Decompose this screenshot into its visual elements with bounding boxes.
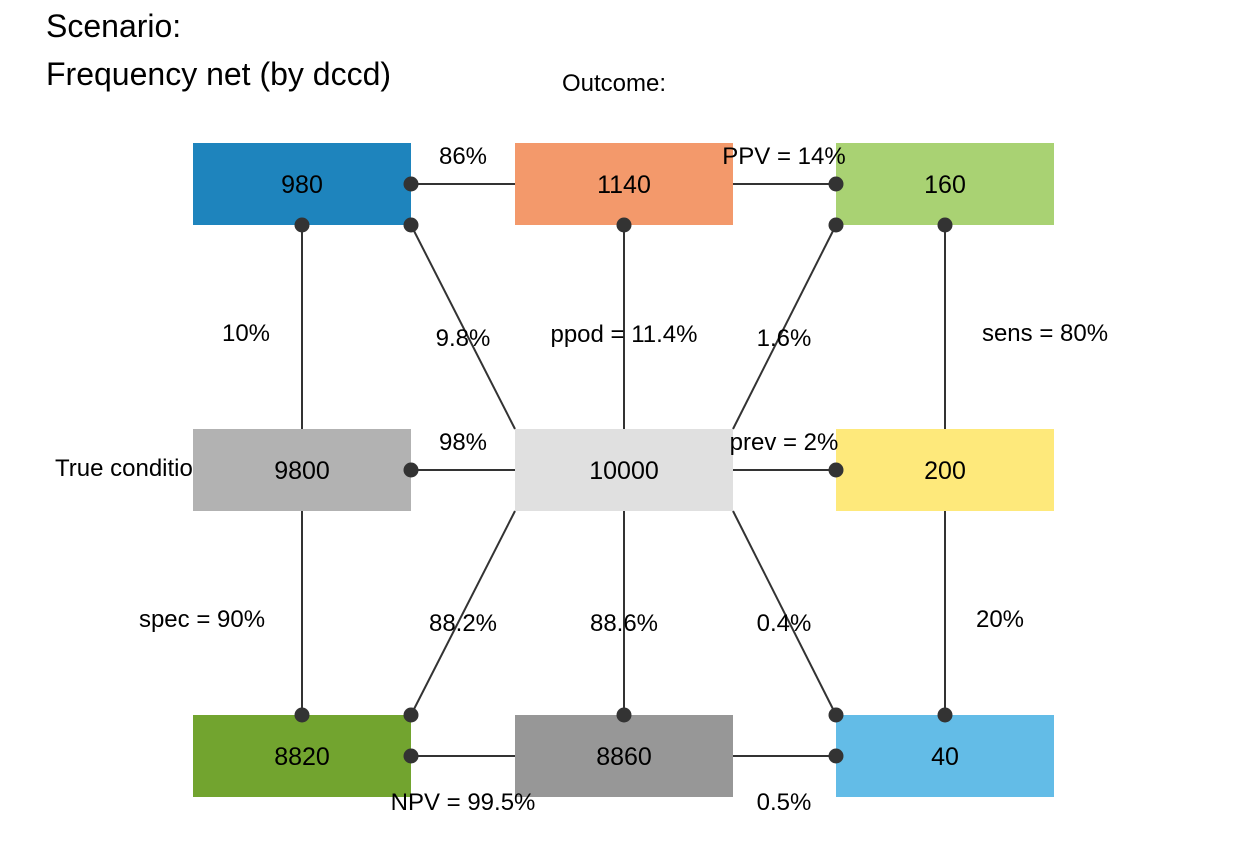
edge-label-mid-right: prev = 2% [730,429,839,456]
edge-N-tn-diag-dot [403,707,419,723]
edge-N-fn-diag-dot [828,707,844,723]
edge-label-right-upper: sens = 80% [982,320,1108,347]
node-cond_false: 9800 [193,429,411,511]
net-dots [294,176,953,764]
edge-N-tp-diag [732,224,837,430]
edge-dec-neg-fn-dot [828,748,844,764]
node-value: 8860 [596,743,652,771]
node-value: 9800 [274,457,330,485]
node-value: 200 [924,457,966,485]
node-box [515,143,733,225]
node-value: 8820 [274,743,330,771]
edge-label-diag-upper-left: 9.8% [436,325,491,352]
node-value: 980 [281,171,323,199]
edge-label-mid-left: 98% [439,429,487,456]
node-value: 40 [931,743,959,771]
edge-N-tp-diag-dot [828,217,844,233]
edge-label-top-right: PPV = 14% [722,143,845,170]
node-tn: 8820 [193,715,411,797]
net-boxes: 980 1140 160 9800 10000 200 8820 8860 40 [193,143,1054,797]
node-fn: 40 [836,715,1054,797]
edge-N-cond-true-dot [828,462,844,478]
edge-label-bottom-left: NPV = 99.5% [391,789,536,816]
edge-label-center-upper: ppod = 11.4% [550,321,697,348]
edge-N-tn-diag [410,510,516,716]
node-box [193,715,411,797]
edge-N-hi-diag-dot [403,217,419,233]
outcome-label: Outcome: [562,70,667,97]
edge-N-dec-pos-dot [616,217,632,233]
edge-N-fn-diag [732,510,837,716]
edge-label-diag-upper-right: 1.6% [757,325,812,352]
diagram-subtitle: Frequency net (by dccd) [46,56,392,92]
node-hi: 980 [193,143,411,225]
edge-cond-false-tn-dot [294,707,310,723]
edge-dec-pos-tp-dot [828,176,844,192]
node-box [193,429,411,511]
net-edge-labels: 86% PPV = 14% 10% 9.8% ppod = 11.4% 1.6% sens … [139,143,1108,816]
node-box [836,715,1054,797]
node-box [515,429,733,511]
node-box [836,143,1054,225]
node-cond_true: 200 [836,429,1054,511]
edge-N-hi-diag [410,224,516,430]
node-value: 160 [924,171,966,199]
node-value: 1140 [597,171,651,199]
node-value: 10000 [589,457,659,485]
diagram-title: Scenario: [46,8,182,44]
node-N: 10000 [515,429,733,511]
node-box [836,429,1054,511]
node-tp: 160 [836,143,1054,225]
node-box [515,715,733,797]
node-dec_neg: 8860 [515,715,733,797]
edge-dec-neg-tn-dot [403,748,419,764]
edge-label-diag-lower-right: 0.4% [757,610,812,637]
net-edges [301,183,946,757]
edge-cond-false-hi-dot [294,217,310,233]
edge-label-center-lower: 88.6% [590,610,658,637]
node-box [193,143,411,225]
edge-label-diag-lower-left: 88.2% [429,610,497,637]
edge-label-left-lower: spec = 90% [139,606,265,633]
edge-label-top-left: 86% [439,143,487,170]
edge-label-left-upper: 10% [222,320,270,347]
node-dec_pos: 1140 [515,143,733,225]
edge-N-dec-neg-dot [616,707,632,723]
condition-label: True condition: [55,455,213,482]
edge-dec-pos-hi-dot [403,176,419,192]
edge-cond-true-tp-dot [937,217,953,233]
edge-label-bottom-right: 0.5% [757,789,812,816]
edge-N-cond-false-dot [403,462,419,478]
edge-cond-true-fn-dot [937,707,953,723]
edge-label-right-lower: 20% [976,606,1024,633]
